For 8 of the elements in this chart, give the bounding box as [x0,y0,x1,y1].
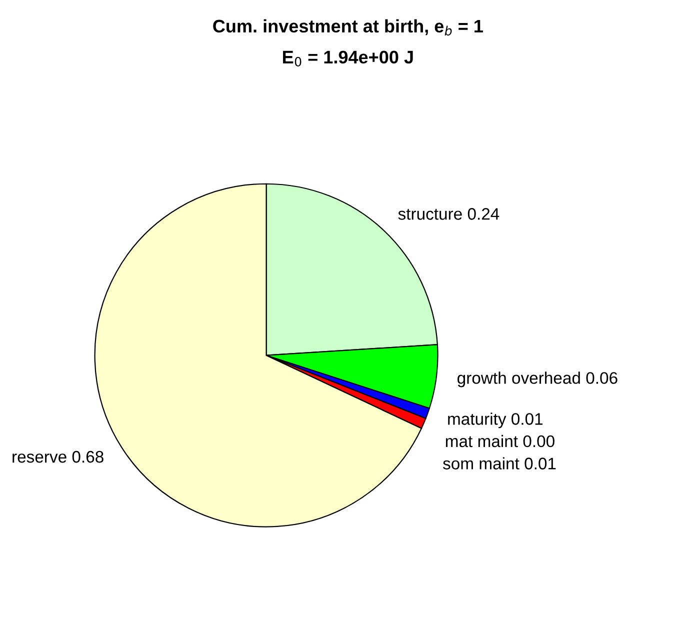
chart-subtitle: E$_{0}$ = 1.94e+00 J [283,50,413,66]
slice-label: structure 0.24 [398,208,500,220]
chart-title: Cum. investment at birth, e$_{b}$ = 1 [213,19,483,36]
slice-label: maturity 0.01 [448,412,543,428]
slice-label: growth overhead 0.06 [458,372,618,388]
slice-label: som maint 0.01 [443,457,556,470]
category-label: mat maint 0.00 [446,434,554,448]
slice-label: reserve 0.68 [12,450,104,463]
